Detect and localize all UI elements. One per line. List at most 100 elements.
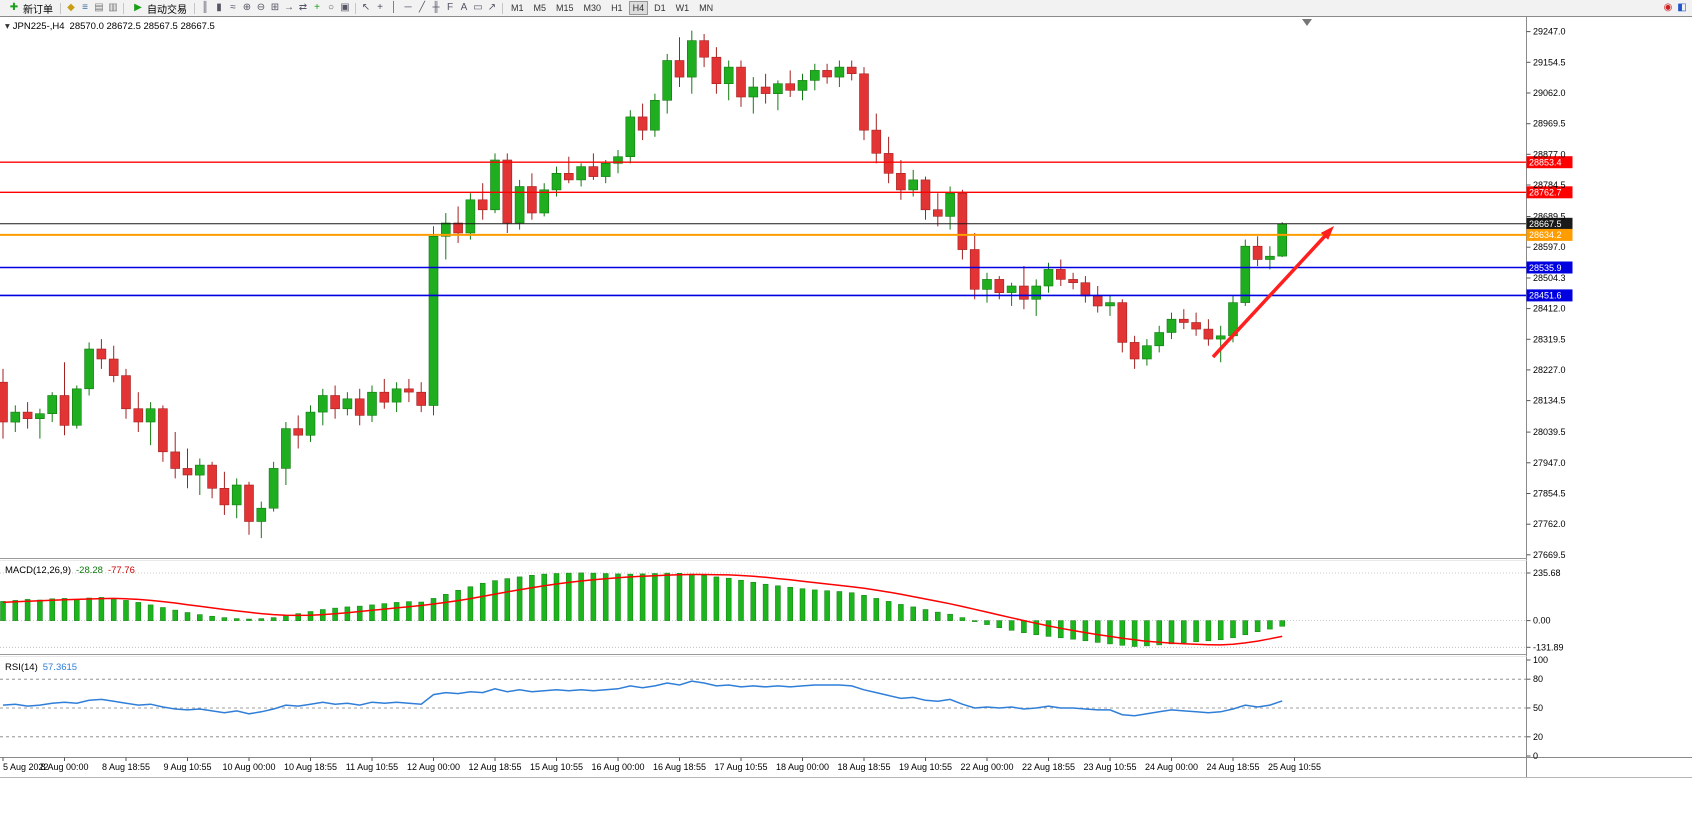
svg-text:28689.5: 28689.5: [1533, 212, 1566, 222]
rsi-indicator-label: RSI(14) 57.3615: [5, 662, 77, 673]
toolbar-right-icons: ◉ ◧: [1661, 1, 1689, 15]
support-line[interactable]: 28535.9: [0, 261, 1573, 274]
svg-text:22 Aug 00:00: 22 Aug 00:00: [960, 762, 1013, 772]
svg-text:10 Aug 00:00: 10 Aug 00:00: [222, 762, 275, 772]
svg-text:28877.0: 28877.0: [1533, 149, 1566, 159]
toolbar-separator: [60, 2, 61, 14]
bar-chart-icon[interactable]: ║: [201, 2, 209, 13]
timeframe-d1[interactable]: D1: [654, 3, 666, 13]
svg-text:28667.5: 28667.5: [1529, 219, 1562, 229]
macd-panel: 235.68 0.00 -131.89: [0, 568, 1564, 652]
arrows-icon[interactable]: ↗: [487, 2, 497, 13]
symbol-label: ▾ JPN225-,H4 28570.0 28672.5 28567.5 28667…: [5, 21, 215, 32]
new-order-icon: ✚: [9, 2, 19, 13]
svg-text:5 Aug 2022: 5 Aug 2022: [3, 762, 49, 772]
auto-scroll-icon[interactable]: →: [284, 2, 294, 13]
tile-windows-icon[interactable]: ⊞: [270, 2, 280, 13]
rsi-panel: 100 80 50 20 0: [0, 655, 1548, 761]
svg-text:11 Aug 10:55: 11 Aug 10:55: [346, 762, 398, 772]
timeframe-mn[interactable]: MN: [699, 3, 714, 13]
auto-trading-icon: ▶: [134, 2, 142, 13]
svg-text:28134.5: 28134.5: [1533, 396, 1566, 406]
label-icon[interactable]: ▭: [473, 2, 483, 13]
svg-text:8 Aug 00:00: 8 Aug 00:00: [40, 762, 88, 772]
candlestick-series: [0, 30, 1287, 539]
fibonacci-icon[interactable]: F: [446, 2, 454, 13]
svg-text:100: 100: [1533, 655, 1548, 665]
auto-trading-button[interactable]: ▶ 自动交易: [127, 1, 191, 16]
timeframe-h4[interactable]: H4: [628, 1, 649, 15]
crosshair-icon[interactable]: +: [377, 2, 383, 13]
support-line[interactable]: 28451.6: [0, 289, 1573, 302]
svg-text:19 Aug 10:55: 19 Aug 10:55: [899, 762, 952, 772]
rsi-name: RSI(14): [5, 662, 38, 673]
channel-icon[interactable]: ╫: [432, 2, 440, 13]
trendline-icon[interactable]: ╱: [418, 2, 426, 13]
chart-shift-icon[interactable]: ⇄: [298, 2, 308, 13]
macd-indicator-label: MACD(12,26,9) -28.28 -77.76: [5, 565, 135, 576]
svg-text:28784.5: 28784.5: [1533, 180, 1566, 190]
new-order-button[interactable]: ✚ 新订单: [3, 1, 57, 16]
text-icon[interactable]: A: [460, 2, 468, 13]
svg-text:18 Aug 00:00: 18 Aug 00:00: [776, 762, 829, 772]
market-watch-icon[interactable]: ≡: [82, 2, 88, 13]
timeframe-m30[interactable]: M30: [583, 3, 602, 13]
svg-text:22 Aug 18:55: 22 Aug 18:55: [1022, 762, 1075, 772]
candlestick-chart-icon[interactable]: ▮: [216, 2, 222, 13]
resistance-line[interactable]: 28853.4: [0, 156, 1573, 169]
horizontal-line-icon[interactable]: ─: [404, 2, 412, 13]
zoom-out-icon[interactable]: ⊖: [256, 2, 266, 13]
community-icon[interactable]: ◉: [1663, 2, 1673, 13]
svg-text:28319.5: 28319.5: [1533, 334, 1566, 344]
timeframe-m5[interactable]: M5: [533, 3, 547, 13]
svg-text:0.00: 0.00: [1533, 616, 1551, 626]
svg-text:28762.7: 28762.7: [1529, 188, 1562, 198]
price-tag: [1526, 289, 1573, 302]
auto-trading-label: 自动交易: [147, 4, 187, 16]
svg-text:28634.2: 28634.2: [1529, 230, 1562, 240]
timeframe-h1[interactable]: H1: [611, 3, 623, 13]
svg-text:17 Aug 10:55: 17 Aug 10:55: [714, 762, 767, 772]
templates-icon[interactable]: ▣: [340, 2, 350, 13]
account-icon[interactable]: ◧: [1677, 2, 1687, 13]
svg-text:0: 0: [1533, 751, 1538, 761]
indicators-icon[interactable]: +: [314, 2, 320, 13]
symbol-collapse-icon[interactable]: ▾: [5, 21, 10, 32]
svg-text:24 Aug 00:00: 24 Aug 00:00: [1145, 762, 1198, 772]
svg-text:27762.0: 27762.0: [1533, 519, 1566, 529]
svg-text:12 Aug 18:55: 12 Aug 18:55: [468, 762, 521, 772]
symbol-name: JPN225-,H4: [12, 21, 65, 32]
toolbar-separator: [123, 2, 124, 14]
price-tag: [1526, 261, 1573, 274]
profiles-icon[interactable]: ◆: [67, 2, 75, 13]
chart-shift-marker[interactable]: [1302, 19, 1312, 26]
price-axis[interactable]: 29247.0 29154.5 29062.0 28969.5 28877.0 28784…: [1526, 27, 1566, 560]
terminal-icon[interactable]: ▥: [108, 2, 118, 13]
line-chart-icon[interactable]: ≈: [230, 2, 236, 13]
svg-text:28969.5: 28969.5: [1533, 119, 1566, 129]
cursor-icon[interactable]: ↖: [361, 2, 371, 13]
current-price-line[interactable]: 28667.5: [0, 217, 1573, 230]
trend-arrow[interactable]: [1211, 226, 1334, 359]
vertical-line-icon[interactable]: │: [390, 2, 398, 13]
zoom-in-icon[interactable]: ⊕: [242, 2, 252, 13]
panel-icons-group: ◆ ≡ ▤ ▥: [64, 1, 120, 15]
price-tag: [1526, 228, 1573, 241]
svg-text:235.68: 235.68: [1533, 568, 1561, 578]
timeframe-w1[interactable]: W1: [675, 3, 690, 13]
svg-text:29154.5: 29154.5: [1533, 57, 1566, 67]
svg-text:20: 20: [1533, 732, 1543, 742]
navigator-icon[interactable]: ▤: [94, 2, 104, 13]
macd-signal-value: -77.76: [107, 565, 135, 576]
periods-icon[interactable]: ○: [327, 2, 335, 13]
price-tag: [1526, 186, 1573, 199]
timeframe-m1[interactable]: M1: [511, 3, 524, 13]
svg-text:28853.4: 28853.4: [1529, 158, 1562, 168]
pivot-line[interactable]: 28634.2: [0, 228, 1573, 241]
svg-text:10 Aug 18:55: 10 Aug 18:55: [284, 762, 337, 772]
resistance-line[interactable]: 28762.7: [0, 186, 1573, 199]
svg-text:28412.0: 28412.0: [1533, 304, 1566, 314]
timeframe-m15[interactable]: M15: [556, 3, 574, 13]
